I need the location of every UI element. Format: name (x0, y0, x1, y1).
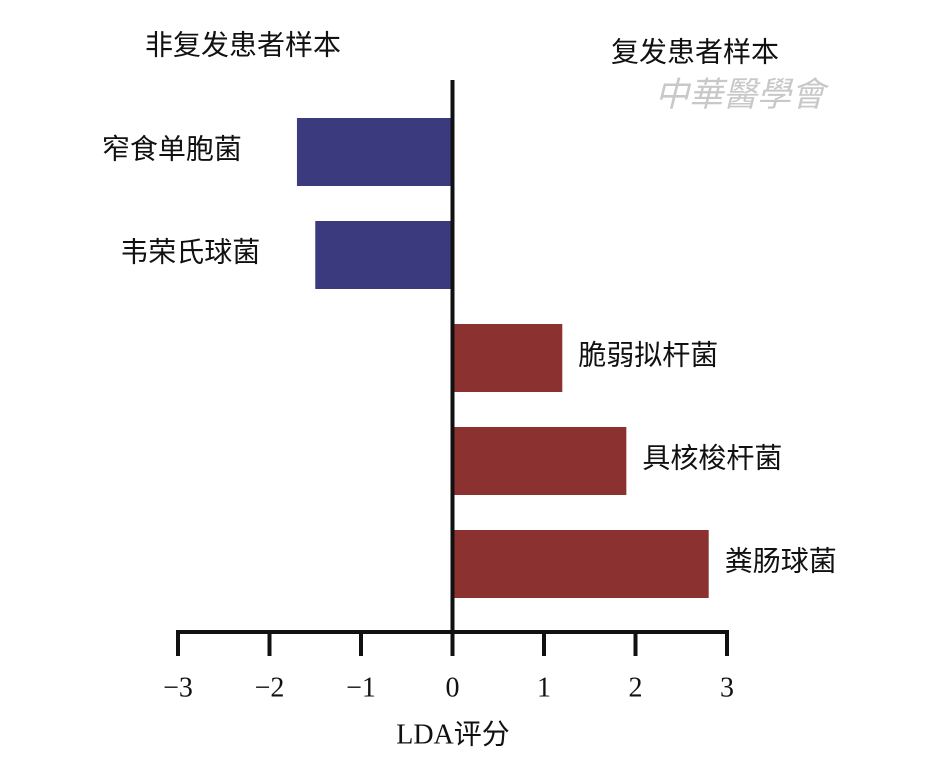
category-label: 韦荣氏球菌 (120, 236, 260, 268)
bar (315, 221, 453, 289)
watermark: 中華醫學會 (655, 77, 830, 114)
category-label: 具核梭杆菌 (642, 442, 782, 474)
x-tick-label: −1 (346, 672, 376, 703)
group-label: 复发患者样本 (611, 36, 779, 68)
x-tick-label: 3 (720, 672, 734, 703)
x-axis-label: LDA评分 (396, 719, 510, 750)
x-tick-label: −2 (255, 672, 285, 703)
x-tick-label: 2 (629, 672, 643, 703)
x-tick-label: 0 (446, 672, 460, 703)
x-tick-label: −3 (163, 672, 193, 703)
bar (452, 427, 627, 495)
bar (296, 118, 453, 186)
category-label: 窄食单胞菌 (102, 133, 242, 165)
group-label: 非复发患者样本 (145, 29, 341, 61)
bar (452, 324, 563, 392)
x-tick-label: 1 (537, 672, 551, 703)
category-label: 脆弱拟杆菌 (578, 339, 718, 371)
bar (452, 530, 709, 598)
category-label: 粪肠球菌 (725, 545, 837, 577)
